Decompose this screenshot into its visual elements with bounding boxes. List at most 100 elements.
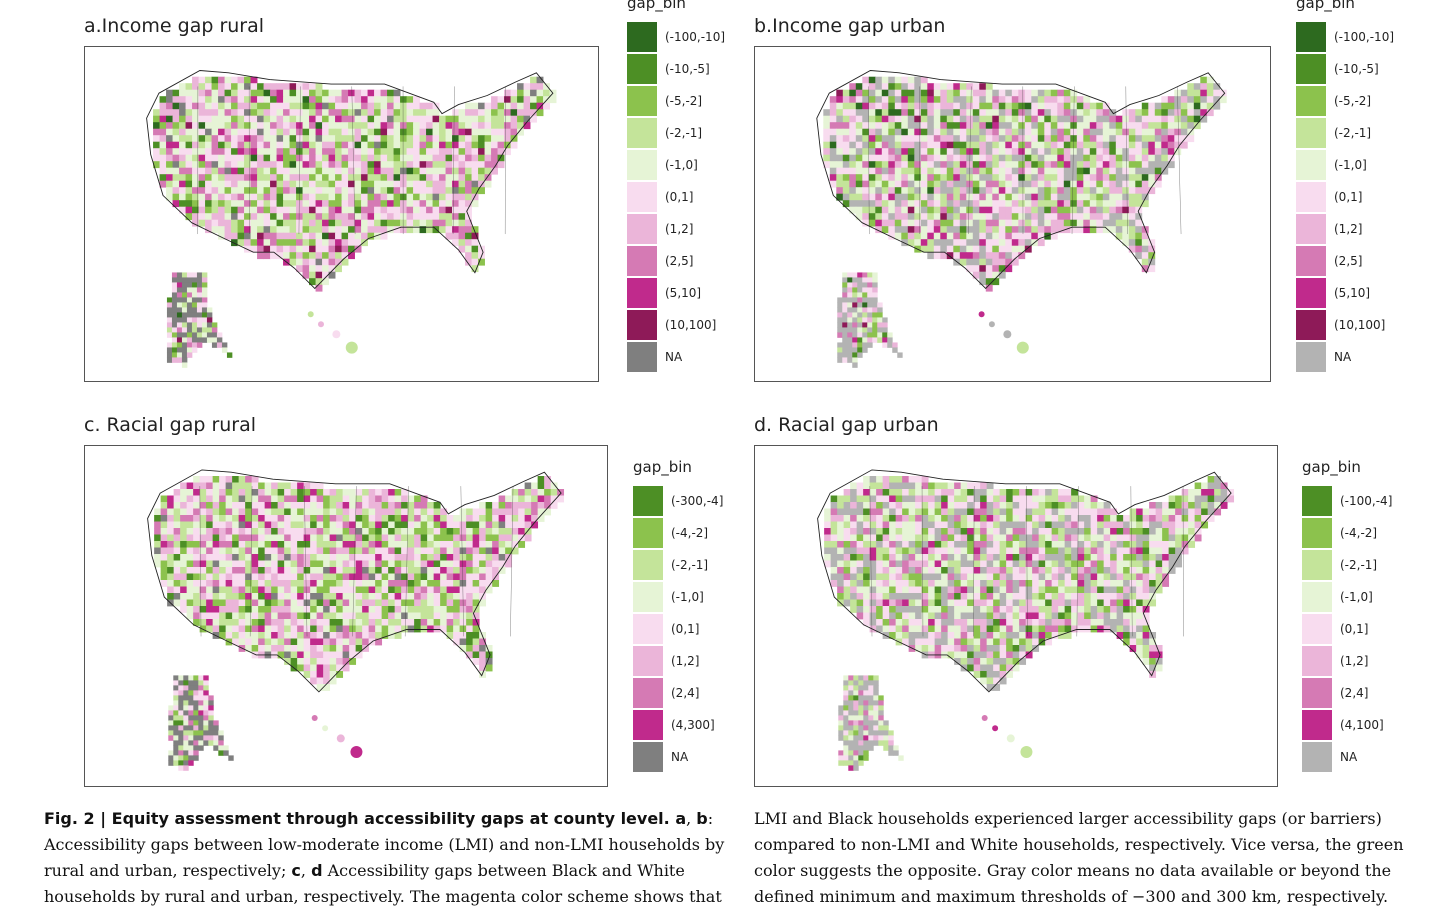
caption-text-2: Accessibility gaps between Black and Whi… xyxy=(44,861,722,906)
legend-swatch xyxy=(1302,710,1332,740)
panel-d-map xyxy=(754,445,1278,787)
legend-swatch xyxy=(1296,246,1326,276)
legend-swatch xyxy=(1302,518,1332,548)
legend-label: NA xyxy=(1340,750,1358,764)
caption-label-d: d xyxy=(311,861,323,880)
legend-swatch xyxy=(627,86,657,116)
legend-swatch xyxy=(1302,550,1332,580)
legend-label: (-5,-2] xyxy=(665,94,703,108)
legend-swatch xyxy=(633,646,663,676)
county-map xyxy=(147,469,565,771)
legend-swatch xyxy=(1302,614,1332,644)
panel-a-title: a.Income gap rural xyxy=(84,15,265,37)
caption-heading: Fig. 2 | Equity assessment through acces… xyxy=(44,809,676,828)
legend-label: (1,2] xyxy=(1340,654,1369,668)
legend-swatch xyxy=(1296,54,1326,84)
legend-label: (4,100] xyxy=(1340,718,1384,732)
caption-label-c: c xyxy=(291,861,301,880)
legend-label: (0,1] xyxy=(665,190,694,204)
legend-swatch xyxy=(627,150,657,180)
caption-text-1: Accessibility gaps between low-moderate … xyxy=(44,835,725,880)
legend-swatch xyxy=(1296,342,1326,372)
legend-swatch xyxy=(633,614,663,644)
legend-swatch xyxy=(633,710,663,740)
legend-swatch xyxy=(633,518,663,548)
legend-swatch xyxy=(1296,150,1326,180)
legend-label: (0,1] xyxy=(1334,190,1363,204)
legend-title: gap_bin xyxy=(1296,0,1355,12)
caption-text-3: LMI and Black households experienced lar… xyxy=(754,809,1404,906)
legend-swatch xyxy=(627,22,657,52)
legend-label: (-1,0] xyxy=(665,158,698,172)
legend-label: (-2,-1] xyxy=(1334,126,1372,140)
caption-sep-2: , xyxy=(300,861,312,880)
panel-d-title: d. Racial gap urban xyxy=(754,414,939,436)
panel-b-map xyxy=(754,46,1271,382)
legend-label: (-100,-10] xyxy=(665,30,726,44)
legend-title: gap_bin xyxy=(627,0,686,12)
legend-title: gap_bin xyxy=(633,458,692,476)
legend-swatch xyxy=(627,246,657,276)
legend-label: (-5,-2] xyxy=(1334,94,1372,108)
legend-swatch xyxy=(1302,678,1332,708)
legend-label: (-10,-5] xyxy=(1334,62,1379,76)
panel-b-title: b.Income gap urban xyxy=(754,15,946,37)
legend-swatch xyxy=(627,214,657,244)
legend-swatch xyxy=(1296,214,1326,244)
figure-caption-left: Fig. 2 | Equity assessment through acces… xyxy=(44,806,734,910)
legend-label: NA xyxy=(1334,350,1352,364)
legend-label: (-10,-5] xyxy=(665,62,710,76)
legend-label: (-2,-1] xyxy=(1340,558,1378,572)
caption-sep: , xyxy=(686,809,697,828)
panel-c-title: c. Racial gap rural xyxy=(84,414,257,436)
county-map xyxy=(816,70,1227,368)
legend-label: (10,100] xyxy=(665,318,717,332)
legend-label: (2,4] xyxy=(671,686,700,700)
legend-label: (-100,-10] xyxy=(1334,30,1395,44)
legend-swatch xyxy=(633,550,663,580)
legend-label: (5,10] xyxy=(1334,286,1371,300)
legend-swatch xyxy=(627,118,657,148)
legend-swatch xyxy=(627,342,657,372)
legend-label: (-300,-4] xyxy=(671,494,724,508)
legend-swatch xyxy=(1296,118,1326,148)
legend-label: (1,2] xyxy=(1334,222,1363,236)
legend-label: (2,5] xyxy=(665,254,694,268)
legend-swatch xyxy=(633,486,663,516)
legend-swatch xyxy=(627,278,657,308)
legend-label: NA xyxy=(665,350,683,364)
legend-label: (1,2] xyxy=(665,222,694,236)
legend-swatch xyxy=(627,310,657,340)
caption-label-a: a xyxy=(675,809,687,828)
legend-swatch xyxy=(1302,742,1332,772)
legend-swatch xyxy=(1296,86,1326,116)
legend-label: (-1,0] xyxy=(1340,590,1373,604)
legend-label: (-2,-1] xyxy=(671,558,709,572)
legend-label: (2,5] xyxy=(1334,254,1363,268)
figure-caption-right: LMI and Black households experienced lar… xyxy=(754,806,1424,910)
legend-title: gap_bin xyxy=(1302,458,1361,476)
legend-label: (-100,-4] xyxy=(1340,494,1393,508)
legend-swatch xyxy=(627,182,657,212)
legend-swatch xyxy=(627,54,657,84)
legend-swatch xyxy=(633,678,663,708)
caption-colon: : xyxy=(707,809,714,828)
legend-swatch xyxy=(1296,182,1326,212)
county-map xyxy=(146,70,557,368)
legend-label: (0,1] xyxy=(671,622,700,636)
panel-c-map xyxy=(84,445,608,787)
legend-swatch xyxy=(1302,646,1332,676)
panel-a-map xyxy=(84,46,599,382)
legend-swatch xyxy=(1302,486,1332,516)
legend-swatch xyxy=(633,742,663,772)
legend-label: (0,1] xyxy=(1340,622,1369,636)
legend-label: (-1,0] xyxy=(1334,158,1367,172)
legend-swatch xyxy=(633,582,663,612)
legend-label: (-2,-1] xyxy=(665,126,703,140)
legend-label: (-1,0] xyxy=(671,590,704,604)
county-map xyxy=(817,469,1235,771)
caption-label-b: b xyxy=(696,809,708,828)
legend-label: (2,4] xyxy=(1340,686,1369,700)
legend-label: (-4,-2] xyxy=(671,526,709,540)
legend-swatch xyxy=(1296,22,1326,52)
